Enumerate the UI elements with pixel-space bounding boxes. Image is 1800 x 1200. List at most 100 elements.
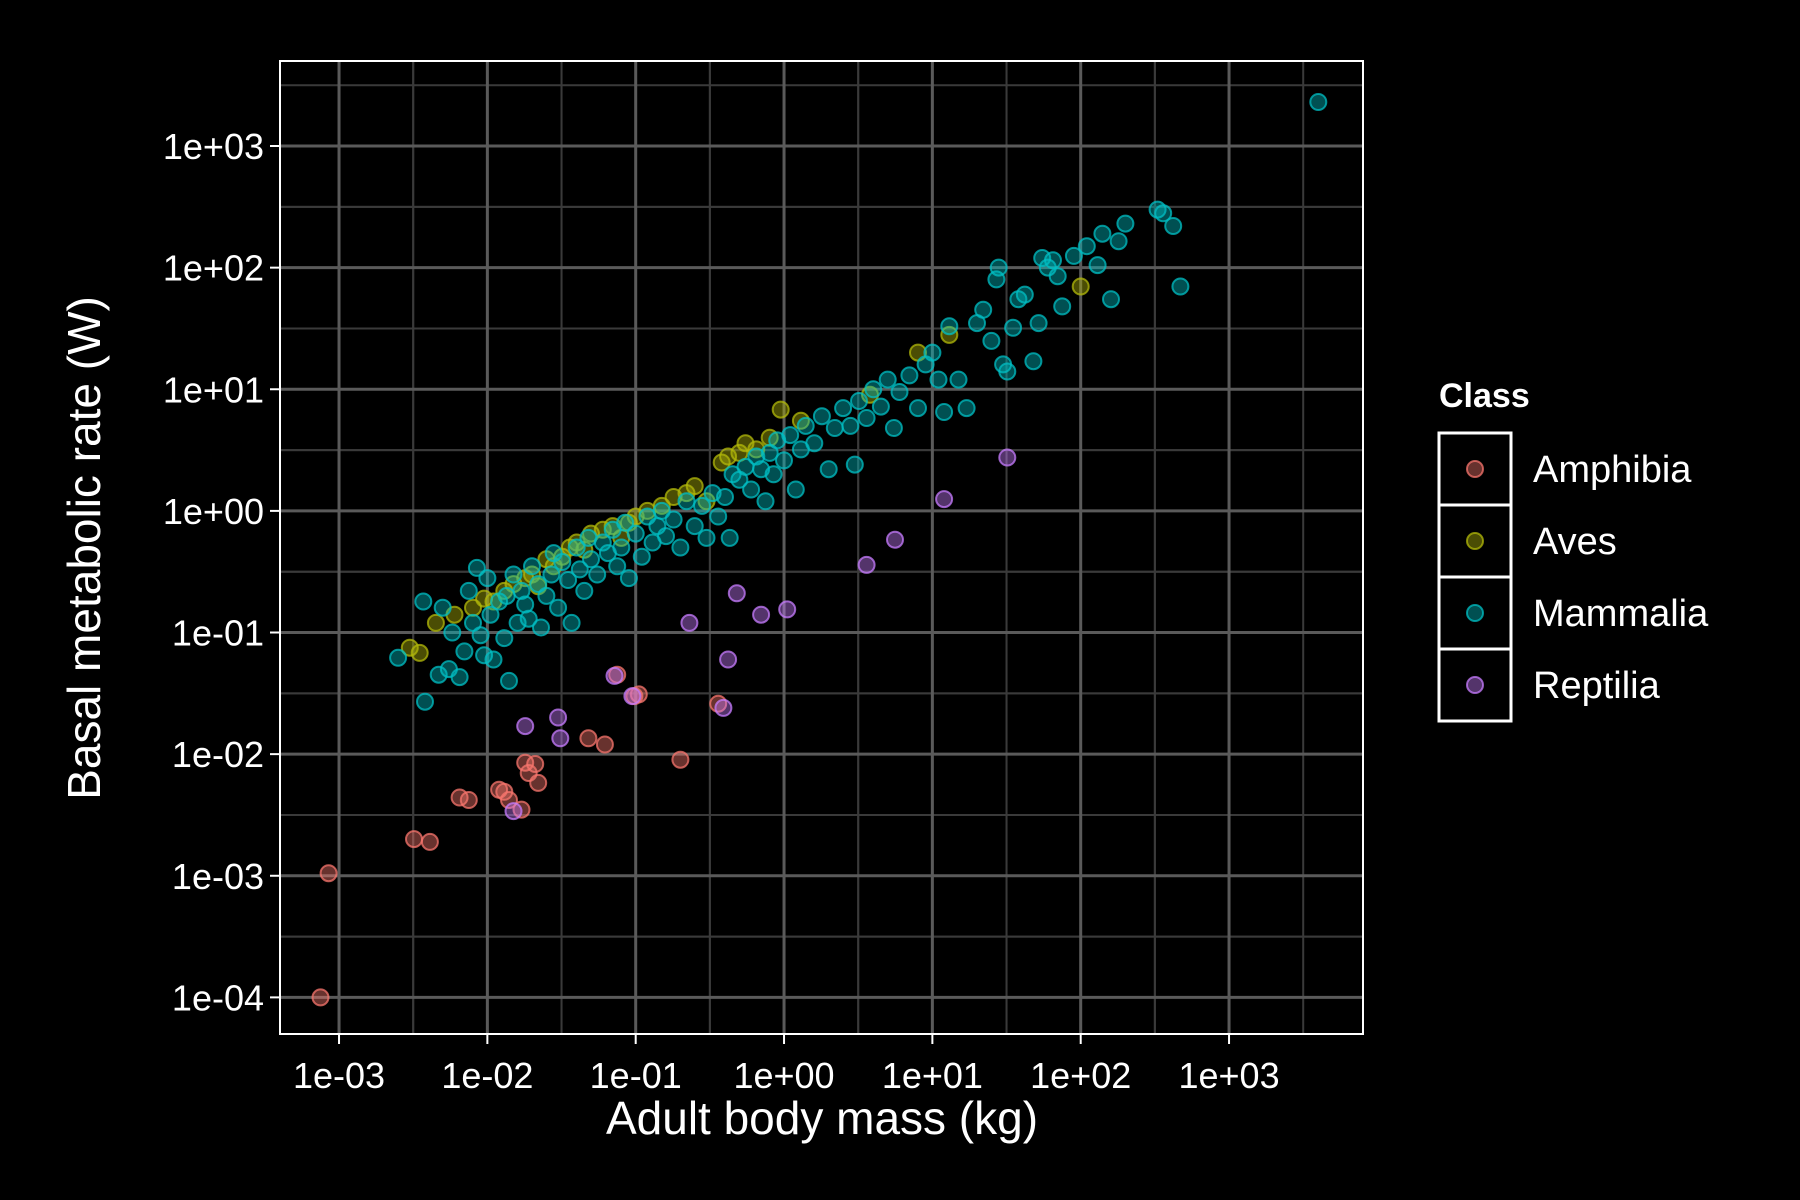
data-point: [612, 538, 631, 557]
data-point: [512, 581, 531, 600]
data-point: [1102, 290, 1120, 309]
plot-panel-border: [279, 60, 1364, 1035]
data-point: [1164, 217, 1183, 235]
data-point: [974, 300, 993, 319]
data-point: [500, 671, 518, 690]
data-point: [884, 419, 903, 437]
data-point: [957, 399, 976, 418]
data-point: [878, 370, 897, 389]
legend-label: Aves: [1533, 521, 1617, 563]
data-point: [825, 419, 844, 437]
data-point: [516, 717, 535, 736]
data-point: [562, 613, 581, 632]
data-point: [775, 451, 793, 470]
data-point: [497, 586, 516, 605]
data-point: [588, 565, 607, 584]
legend-key-symbol: [1466, 604, 1484, 622]
data-point: [553, 553, 572, 571]
data-point: [714, 698, 733, 717]
y-axis-title: Basal metabolic rate (W): [58, 296, 110, 800]
legend-item-mammalia: Mammalia: [1437, 575, 1709, 651]
data-point: [1109, 232, 1128, 251]
data-point: [886, 530, 904, 549]
data-point: [693, 496, 711, 515]
y-tick-label: 1e-03: [172, 856, 264, 897]
data-point: [608, 557, 627, 576]
data-point: [1116, 214, 1135, 233]
data-point: [595, 735, 614, 754]
data-point: [949, 370, 968, 389]
x-tick-label: 1e+00: [733, 1055, 834, 1096]
legend-key-symbol: [1466, 676, 1484, 694]
y-tick-label: 1e-01: [172, 613, 264, 654]
data-point: [484, 650, 503, 669]
data-point: [998, 448, 1017, 467]
data-point: [551, 729, 570, 748]
data-point: [845, 455, 864, 474]
y-tick-label: 1e-04: [172, 977, 264, 1018]
data-point: [414, 592, 433, 611]
data-point: [504, 565, 523, 584]
data-point: [537, 586, 556, 605]
data-point: [685, 477, 704, 496]
data-point: [1033, 249, 1052, 267]
y-tick-label: 1e+01: [163, 369, 264, 410]
data-point: [616, 513, 635, 532]
x-tick-label: 1e-02: [441, 1055, 533, 1096]
x-tick-label: 1e-01: [590, 1055, 682, 1096]
data-point: [619, 569, 638, 588]
data-point: [716, 488, 734, 506]
data-point: [459, 791, 478, 809]
data-point: [1048, 267, 1067, 286]
data-point: [1053, 297, 1072, 316]
data-point: [1077, 237, 1096, 256]
data-point: [989, 258, 1008, 277]
legend-label: Reptilia: [1533, 665, 1661, 707]
x-tick-label: 1e+01: [882, 1055, 983, 1096]
data-point: [575, 581, 594, 600]
data-point: [697, 528, 716, 547]
data-point: [812, 407, 831, 426]
data-point: [652, 496, 671, 515]
data-point: [1154, 204, 1173, 223]
data-point: [819, 460, 838, 479]
data-point: [523, 557, 541, 576]
data-point: [626, 524, 645, 543]
data-point: [998, 362, 1017, 381]
data-points: [311, 93, 1328, 1007]
data-point: [478, 569, 497, 588]
data-point: [433, 598, 452, 617]
data-point: [519, 609, 538, 628]
data-point: [632, 547, 651, 566]
data-point: [778, 600, 797, 619]
data-point: [671, 750, 690, 769]
y-tick-label: 1e-02: [172, 734, 264, 775]
data-point: [935, 490, 954, 509]
data-point: [1309, 93, 1328, 111]
data-point: [756, 492, 775, 511]
data-point: [850, 392, 868, 410]
data-point: [677, 492, 696, 511]
data-point: [570, 560, 589, 579]
data-point: [542, 565, 561, 584]
data-point: [319, 864, 338, 883]
data-point: [579, 729, 598, 748]
data-point: [459, 581, 478, 600]
data-point: [481, 605, 500, 624]
data-point: [495, 629, 514, 648]
y-axis: 1e-04 1e-03 1e-02 1e-01 1e+00 1e+01 1e+02 1e+03: [163, 126, 280, 1018]
data-point: [443, 623, 462, 642]
data-point: [567, 538, 586, 557]
x-tick-label: 1e-03: [293, 1055, 385, 1096]
data-point: [720, 528, 739, 547]
data-point: [529, 773, 548, 792]
data-point: [796, 416, 815, 435]
legend-title: Class: [1439, 377, 1530, 415]
data-point: [582, 550, 600, 569]
data-point: [1044, 251, 1062, 270]
data-point: [400, 638, 419, 657]
data-point: [664, 510, 683, 529]
data-point: [657, 527, 675, 546]
data-point: [864, 380, 883, 399]
